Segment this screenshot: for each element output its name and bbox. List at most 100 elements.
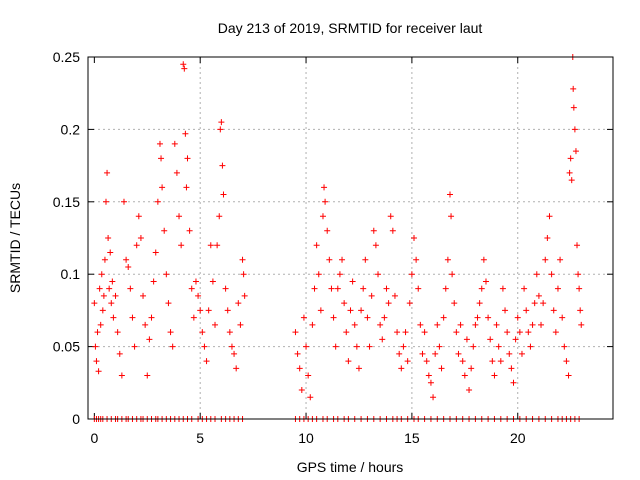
data-point [332, 343, 339, 350]
data-point [137, 235, 144, 241]
data-point [92, 343, 99, 350]
data-point [216, 213, 223, 220]
data-point [512, 336, 519, 343]
data-point [309, 321, 316, 328]
data-point [570, 104, 577, 111]
data-point [161, 227, 168, 234]
data-point [199, 329, 206, 336]
data-point [421, 329, 428, 336]
data-point [158, 155, 165, 162]
data-point [345, 358, 352, 365]
data-point [453, 329, 460, 336]
data-point [449, 271, 456, 278]
data-point [387, 213, 394, 220]
data-point [341, 300, 348, 307]
data-point [480, 256, 487, 263]
y-tick-label: 0.2 [61, 121, 81, 137]
data-point [184, 155, 191, 162]
data-point [96, 285, 103, 292]
data-point [110, 314, 117, 321]
data-point [574, 242, 581, 249]
x-axis-label: GPS time / hours [297, 459, 404, 475]
data-point [377, 321, 384, 328]
y-tick-label: 0 [72, 411, 80, 427]
data-points [91, 54, 585, 422]
data-point [322, 198, 329, 205]
data-point [116, 350, 123, 357]
data-point [417, 321, 424, 328]
data-point [219, 162, 226, 169]
data-point [540, 300, 547, 307]
data-point [444, 256, 451, 263]
data-point [375, 271, 382, 278]
data-point [209, 278, 216, 285]
data-point [93, 358, 100, 365]
data-point [472, 321, 479, 328]
data-point [228, 343, 235, 350]
data-point [448, 213, 455, 220]
data-point [577, 307, 584, 314]
data-point [358, 307, 365, 314]
data-point [97, 321, 104, 328]
data-point [311, 285, 318, 292]
data-point [485, 314, 492, 321]
data-point [127, 285, 134, 292]
data-point [423, 358, 430, 365]
data-point [169, 343, 176, 350]
plot-frame [87, 56, 614, 420]
data-point [240, 271, 247, 278]
data-point [535, 292, 542, 299]
data-point [148, 314, 155, 321]
data-point [476, 300, 483, 307]
data-point [391, 292, 398, 299]
data-point [205, 307, 212, 314]
data-point [546, 213, 553, 220]
data-point [197, 307, 204, 314]
data-point [231, 350, 238, 357]
data-point [140, 292, 147, 299]
data-point [328, 285, 335, 292]
data-point [565, 372, 572, 379]
data-point [201, 343, 208, 350]
data-point [544, 235, 551, 241]
data-point [94, 329, 101, 336]
data-point [466, 387, 473, 394]
data-point [98, 271, 105, 278]
data-point [451, 300, 458, 307]
data-point [442, 285, 449, 292]
data-point [218, 119, 225, 126]
data-point [195, 292, 202, 299]
data-point [321, 184, 328, 191]
data-point [351, 321, 358, 328]
data-point [504, 329, 511, 336]
data-point [548, 271, 555, 278]
data-point [237, 321, 244, 328]
data-point [398, 365, 405, 372]
data-point [487, 336, 494, 343]
data-point [576, 285, 583, 292]
data-point [563, 358, 570, 365]
data-point [518, 350, 525, 357]
data-point [324, 227, 331, 234]
data-point [370, 227, 377, 234]
data-point [292, 329, 299, 336]
data-point [523, 307, 530, 314]
data-point [131, 343, 138, 350]
data-point [463, 336, 470, 343]
data-point [142, 321, 149, 328]
data-point [360, 285, 367, 292]
data-point [559, 314, 566, 321]
data-point [233, 365, 240, 372]
data-point [118, 372, 125, 379]
data-point [95, 368, 102, 375]
data-point [319, 213, 326, 220]
data-point [300, 314, 307, 321]
data-point [241, 292, 248, 299]
data-point [101, 256, 108, 263]
data-point [154, 198, 161, 205]
data-point [557, 256, 564, 263]
data-point [114, 329, 121, 336]
data-point [349, 278, 356, 285]
y-tick-label: 0.1 [61, 266, 81, 282]
data-point [570, 85, 577, 92]
